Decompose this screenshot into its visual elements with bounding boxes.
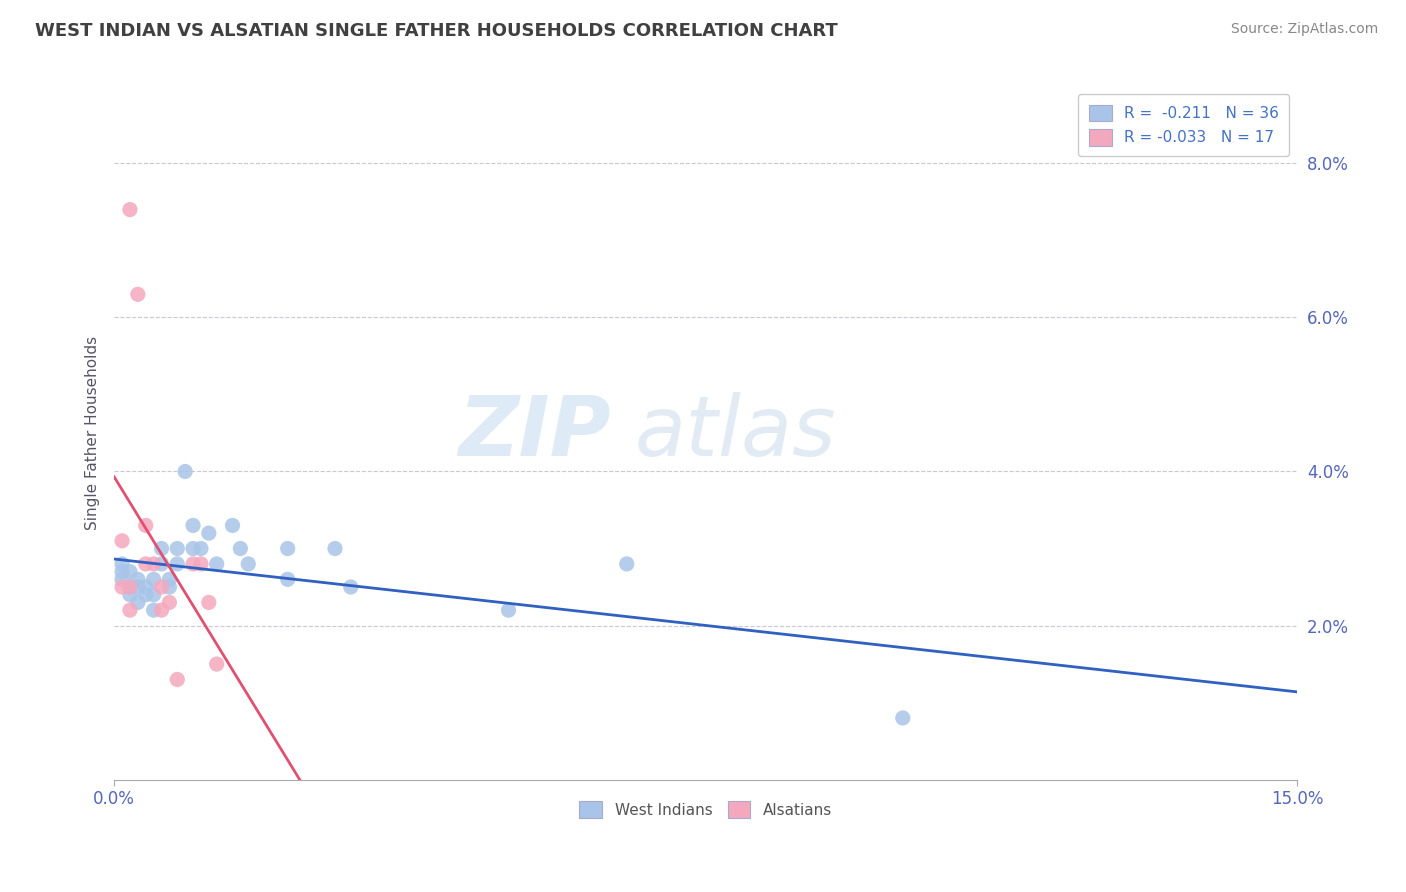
Text: ZIP: ZIP [458, 392, 612, 474]
Point [142, 572, 165, 586]
Point [135, 580, 157, 594]
Point [323, 541, 346, 556]
Point [150, 541, 173, 556]
Point [111, 565, 134, 579]
Y-axis label: Single Father Households: Single Father Households [86, 336, 100, 530]
Point [198, 595, 221, 609]
Point [205, 657, 228, 671]
Point [891, 711, 914, 725]
Point [118, 580, 141, 594]
Point [181, 557, 204, 571]
Point [142, 603, 165, 617]
Point [118, 580, 141, 594]
Point [157, 572, 180, 586]
Point [135, 518, 157, 533]
Point [118, 202, 141, 217]
Point [277, 541, 299, 556]
Point [277, 572, 299, 586]
Point [190, 557, 212, 571]
Point [118, 588, 141, 602]
Point [111, 580, 134, 594]
Point [111, 533, 134, 548]
Text: atlas: atlas [634, 392, 837, 474]
Point [127, 572, 149, 586]
Point [150, 603, 173, 617]
Point [181, 518, 204, 533]
Point [166, 541, 188, 556]
Point [616, 557, 638, 571]
Point [111, 572, 134, 586]
Point [142, 588, 165, 602]
Point [229, 541, 252, 556]
Point [157, 580, 180, 594]
Point [135, 557, 157, 571]
Text: Source: ZipAtlas.com: Source: ZipAtlas.com [1230, 22, 1378, 37]
Point [150, 580, 173, 594]
Point [127, 595, 149, 609]
Point [150, 557, 173, 571]
Point [181, 541, 204, 556]
Point [127, 580, 149, 594]
Point [198, 526, 221, 541]
Point [190, 541, 212, 556]
Point [205, 557, 228, 571]
Point [238, 557, 260, 571]
Point [166, 673, 188, 687]
Text: WEST INDIAN VS ALSATIAN SINGLE FATHER HOUSEHOLDS CORRELATION CHART: WEST INDIAN VS ALSATIAN SINGLE FATHER HO… [35, 22, 838, 40]
Point [111, 557, 134, 571]
Point [221, 518, 243, 533]
Point [166, 557, 188, 571]
Point [498, 603, 520, 617]
Point [118, 565, 141, 579]
Point [142, 557, 165, 571]
Point [135, 588, 157, 602]
Point [339, 580, 361, 594]
Point [118, 603, 141, 617]
Legend: West Indians, Alsatians: West Indians, Alsatians [574, 795, 838, 824]
Point [157, 595, 180, 609]
Point [127, 287, 149, 301]
Point [174, 465, 197, 479]
